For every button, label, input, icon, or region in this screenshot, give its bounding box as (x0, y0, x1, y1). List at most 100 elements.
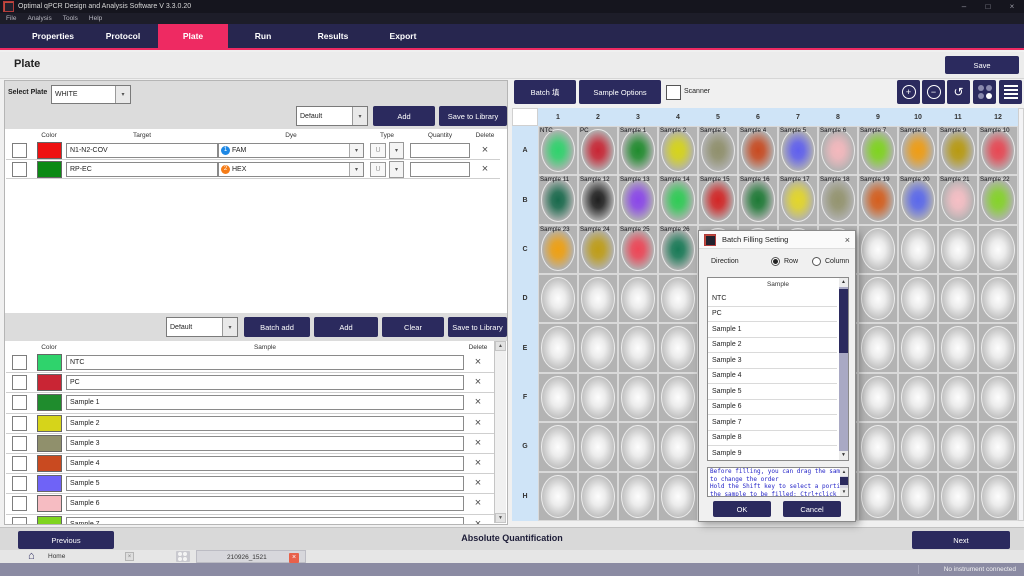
sample-name-field[interactable]: Sample 6 (66, 496, 464, 512)
previous-button[interactable]: Previous (18, 531, 114, 549)
well-H9[interactable] (858, 471, 898, 521)
row-checkbox[interactable] (11, 456, 27, 472)
well-H11[interactable] (938, 471, 978, 521)
sample-name-field[interactable]: Sample 3 (66, 435, 464, 451)
well-C9[interactable] (858, 224, 898, 275)
well-B6[interactable]: Sample 16 (738, 175, 778, 225)
target-save-library-button[interactable]: Save to Library (439, 106, 507, 126)
menu-file[interactable]: File (6, 15, 17, 22)
well-H12[interactable] (978, 471, 1018, 521)
well-C1[interactable]: Sample 23 (538, 224, 578, 275)
row-checkbox[interactable] (11, 496, 27, 512)
well-F12[interactable] (978, 372, 1018, 423)
well-E9[interactable] (858, 323, 898, 373)
well-D10[interactable] (898, 274, 938, 324)
scrollbar-thumb[interactable] (840, 477, 848, 485)
chevron-down-icon[interactable]: ▾ (389, 141, 404, 159)
quantity-field[interactable] (410, 142, 470, 158)
well-A3[interactable]: Sample 1 (618, 126, 658, 176)
sample-save-library-button[interactable]: Save to Library (448, 317, 507, 337)
info-scrollbar[interactable]: ▲ ▼ (840, 468, 848, 496)
sample-table-scrollbar[interactable]: ▲ ▼ (494, 341, 506, 523)
well-G1[interactable] (538, 422, 578, 472)
well-H4[interactable] (658, 471, 698, 521)
row-checkbox[interactable] (11, 375, 27, 391)
well-D12[interactable] (978, 274, 1018, 324)
batch-add-button[interactable]: Batch add (244, 317, 310, 337)
scroll-up-icon[interactable]: ▲ (840, 468, 848, 476)
cancel-button[interactable]: Cancel (783, 501, 841, 517)
well-D2[interactable] (578, 274, 618, 324)
row-checkbox[interactable] (11, 355, 27, 371)
well-F1[interactable] (538, 372, 578, 423)
tab-export[interactable]: Export (389, 31, 417, 41)
batch-fill-button[interactable]: Batch 填 (514, 80, 576, 104)
well-B11[interactable]: Sample 21 (938, 175, 978, 225)
tab-plate[interactable]: Plate (158, 24, 228, 48)
delete-row-icon[interactable]: × (474, 436, 482, 449)
well-A12[interactable]: Sample 10 (978, 126, 1018, 176)
well-C12[interactable] (978, 224, 1018, 275)
chevron-down-icon[interactable]: ▾ (349, 162, 363, 176)
target-preset-dropdown[interactable]: Default ▾ (296, 106, 368, 126)
scroll-down-icon[interactable]: ▼ (495, 513, 506, 523)
dialog-sample-item[interactable]: Sample 7 (708, 415, 837, 431)
well-D9[interactable] (858, 274, 898, 324)
well-G9[interactable] (858, 422, 898, 472)
sample-preset-dropdown[interactable]: Default ▾ (166, 317, 238, 337)
well-C3[interactable]: Sample 25 (618, 224, 658, 275)
dialog-sample-item[interactable]: Sample 8 (708, 431, 837, 446)
scrollbar-thumb[interactable] (839, 289, 848, 353)
save-button[interactable]: Save (945, 56, 1019, 74)
sample-name-field[interactable]: Sample 7 (66, 516, 464, 524)
type-icon[interactable]: U (370, 142, 386, 158)
dialog-sample-item[interactable]: Sample 4 (708, 369, 837, 384)
well-C4[interactable]: Sample 26 (658, 224, 698, 275)
target-color-swatch[interactable] (36, 160, 62, 178)
delete-row-icon[interactable]: × (474, 477, 482, 490)
dialog-sample-item[interactable]: Sample 5 (708, 384, 837, 400)
minimize-icon[interactable]: – (961, 2, 967, 11)
well-B10[interactable]: Sample 20 (898, 175, 938, 225)
chevron-down-icon[interactable]: ▾ (349, 143, 363, 157)
well-G12[interactable] (978, 422, 1018, 472)
delete-row-icon[interactable]: × (481, 162, 489, 175)
row-checkbox[interactable] (11, 395, 27, 411)
well-G10[interactable] (898, 422, 938, 472)
scroll-up-icon[interactable]: ▲ (495, 341, 506, 351)
row-checkbox[interactable] (11, 161, 27, 177)
sample-color-swatch[interactable] (36, 475, 62, 493)
maximize-icon[interactable]: □ (985, 2, 991, 11)
quantity-field[interactable] (410, 161, 470, 177)
dialog-close-icon[interactable]: × (844, 234, 850, 245)
well-B12[interactable]: Sample 22 (978, 175, 1018, 225)
sample-color-swatch[interactable] (36, 495, 62, 513)
well-C11[interactable] (938, 224, 978, 275)
close-icon[interactable]: × (1009, 2, 1015, 11)
plate-scrollbar[interactable] (1018, 108, 1024, 521)
sample-color-swatch[interactable] (36, 455, 62, 473)
next-button[interactable]: Next (912, 531, 1010, 549)
sample-name-field[interactable]: Sample 1 (66, 395, 464, 411)
sample-name-field[interactable]: Sample 5 (66, 476, 464, 492)
well-F9[interactable] (858, 372, 898, 423)
well-A1[interactable]: NTC (538, 126, 578, 176)
well-B3[interactable]: Sample 13 (618, 175, 658, 225)
row-checkbox[interactable] (11, 435, 27, 451)
well-A4[interactable]: Sample 2 (658, 126, 698, 176)
delete-row-icon[interactable]: × (474, 457, 482, 470)
well-H3[interactable] (618, 471, 658, 521)
row-checkbox[interactable] (11, 516, 27, 524)
tab-properties[interactable]: Properties (31, 31, 75, 41)
chevron-down-icon[interactable]: ▾ (115, 86, 130, 103)
file-tab-close-icon[interactable]: × (289, 552, 299, 563)
dialog-list-scrollbar[interactable]: ▲ ▼ (839, 278, 848, 460)
well-F11[interactable] (938, 372, 978, 423)
delete-row-icon[interactable]: × (474, 416, 482, 429)
delete-row-icon[interactable]: × (474, 396, 482, 409)
dialog-sample-item[interactable]: NTC (708, 291, 837, 307)
well-C10[interactable] (898, 224, 938, 275)
dialog-sample-item[interactable]: Sample 9 (708, 446, 837, 460)
sample-color-swatch[interactable] (36, 515, 62, 524)
delete-row-icon[interactable]: × (481, 143, 489, 156)
